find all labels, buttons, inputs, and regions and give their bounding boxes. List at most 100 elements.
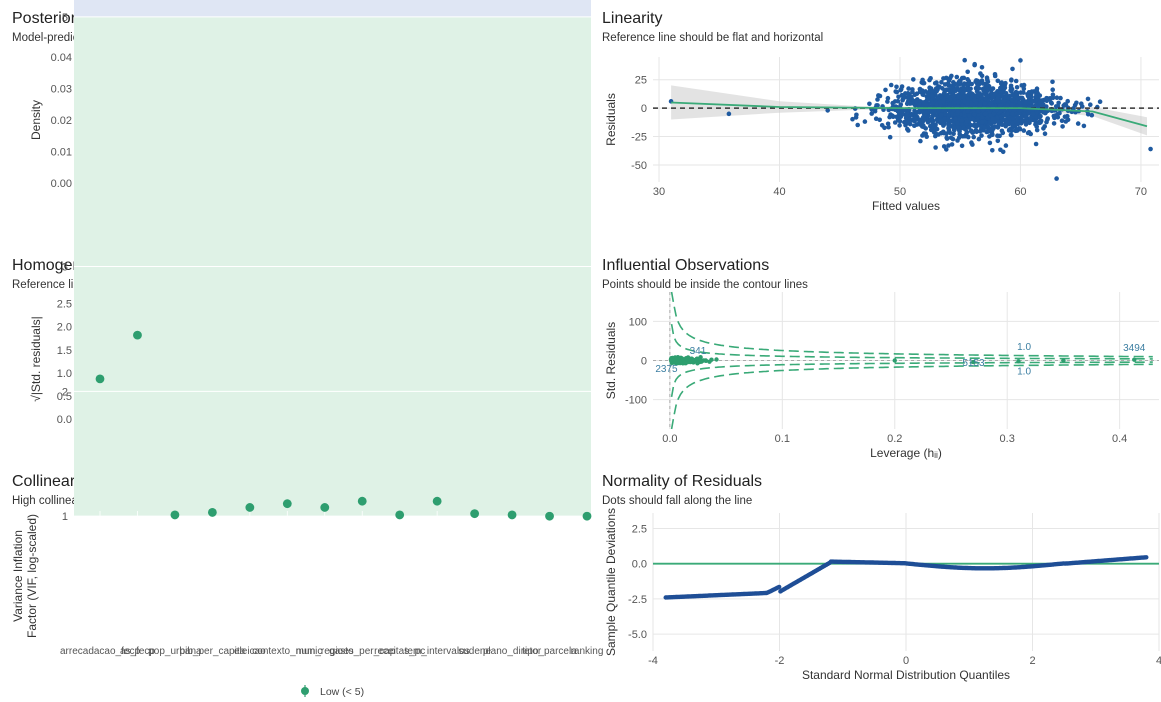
- observation-point: [685, 357, 690, 362]
- residual-point: [964, 86, 969, 91]
- residual-point: [971, 112, 977, 117]
- residual-point: [912, 92, 918, 97]
- residual-point: [1085, 96, 1091, 102]
- y-tick-label: -25: [631, 132, 647, 144]
- residual-point: [1009, 97, 1014, 102]
- x-tick-label: plano_diretor: [483, 646, 542, 657]
- residual-point: [1028, 117, 1033, 122]
- vif-point: [133, 330, 142, 340]
- residual-point: [928, 127, 934, 133]
- observation-point: [703, 358, 709, 363]
- residual-point: [1052, 115, 1057, 121]
- residual-point: [896, 94, 901, 100]
- residual-point: [899, 84, 905, 89]
- x-tick-label: sudene: [458, 646, 491, 657]
- residual-point: [949, 142, 955, 147]
- residual-point: [876, 93, 881, 99]
- residual-point: [1021, 82, 1027, 88]
- residual-point: [1021, 128, 1027, 133]
- residual-point: [955, 109, 961, 114]
- x-tick-label: 60: [1014, 186, 1026, 198]
- x-tick-label: 0.4: [1112, 433, 1127, 445]
- residual-point: [1026, 130, 1032, 135]
- residual-point: [1019, 115, 1024, 121]
- residual-point: [965, 108, 970, 114]
- residual-point: [992, 72, 998, 77]
- residual-point: [924, 134, 929, 139]
- residual-point: [944, 136, 950, 141]
- residual-point: [1042, 124, 1047, 129]
- nor-panel: Normality of Residuals Dots should fall …: [590, 463, 1161, 697]
- vif-point: [282, 499, 292, 509]
- residual-point: [979, 65, 985, 70]
- residual-point: [879, 123, 885, 128]
- fit-line: [671, 101, 1148, 128]
- residual-point: [962, 98, 967, 104]
- observation-label: 1.0: [1017, 367, 1031, 378]
- lin-chart: 30 40 50 60 70 25 0 -25 -50 Fitted values Residual…: [604, 57, 1159, 213]
- residual-point: [982, 101, 988, 106]
- residual-point: [1035, 90, 1040, 96]
- residual-point: [947, 75, 953, 81]
- residual-point: [936, 108, 941, 114]
- residual-point: [970, 116, 976, 122]
- residual-point: [869, 111, 874, 116]
- residual-point: [1009, 102, 1015, 108]
- residual-point: [874, 103, 879, 108]
- residual-point: [899, 108, 904, 114]
- residual-point: [1015, 122, 1021, 127]
- x-tick-label: gasto_per_cap: [329, 646, 396, 657]
- nor-title: Normality of Residuals: [602, 473, 763, 490]
- y-tick-label: 2: [62, 386, 68, 398]
- cooks-contour: [670, 361, 1153, 398]
- x-tick-label: 40: [773, 186, 785, 198]
- residual-point: [885, 95, 891, 101]
- legend-low-label: Low (< 5): [320, 686, 364, 698]
- residual-point: [1003, 80, 1008, 86]
- residual-point: [1024, 119, 1029, 124]
- cooks-contour: [670, 291, 1153, 358]
- residual-point: [995, 115, 1000, 120]
- residual-point: [1050, 79, 1055, 85]
- residual-point: [885, 99, 890, 104]
- residual-point: [938, 118, 944, 124]
- residual-point: [916, 102, 922, 107]
- residual-point: [1010, 111, 1015, 117]
- residual-point: [1018, 58, 1023, 63]
- residual-point: [1003, 143, 1009, 148]
- residual-point: [1034, 127, 1040, 133]
- observation-point: [1132, 357, 1137, 362]
- residual-point: [946, 112, 951, 118]
- residual-point: [1036, 119, 1042, 125]
- residual-point: [900, 96, 906, 101]
- residual-point: [1013, 78, 1019, 84]
- inf-panel: Influential Observations Points should b…: [590, 247, 1161, 481]
- residual-point: [1045, 117, 1050, 122]
- residual-point: [976, 109, 981, 114]
- residual-point: [995, 78, 1001, 84]
- residual-point: [1017, 126, 1023, 132]
- inf-subtitle: Points should be inside the contour line…: [602, 279, 808, 291]
- col-chart: 123510arrecadacao_fecpas_fecppop_urbanap…: [11, 0, 603, 698]
- residual-point: [905, 91, 911, 96]
- residual-point: [855, 122, 860, 128]
- residual-point: [910, 87, 915, 92]
- residual-point: [853, 115, 859, 120]
- residual-point: [1081, 123, 1087, 129]
- residual-point: [969, 81, 974, 87]
- residual-point: [1050, 87, 1055, 92]
- residual-point: [930, 88, 935, 94]
- residual-point: [850, 116, 855, 122]
- residual-point: [962, 133, 968, 139]
- residual-point: [928, 123, 933, 129]
- cooks-contour: [670, 323, 1153, 360]
- residual-point: [921, 123, 926, 128]
- residual-point: [933, 145, 938, 150]
- y-axis-label: Factor (VIF, log-scaled): [25, 514, 39, 638]
- residual-point: [987, 140, 993, 146]
- residual-point: [897, 123, 902, 128]
- residual-point: [1009, 132, 1014, 138]
- residual-point: [983, 96, 988, 102]
- residual-point: [941, 76, 946, 81]
- y-tick-label: 5: [62, 12, 68, 24]
